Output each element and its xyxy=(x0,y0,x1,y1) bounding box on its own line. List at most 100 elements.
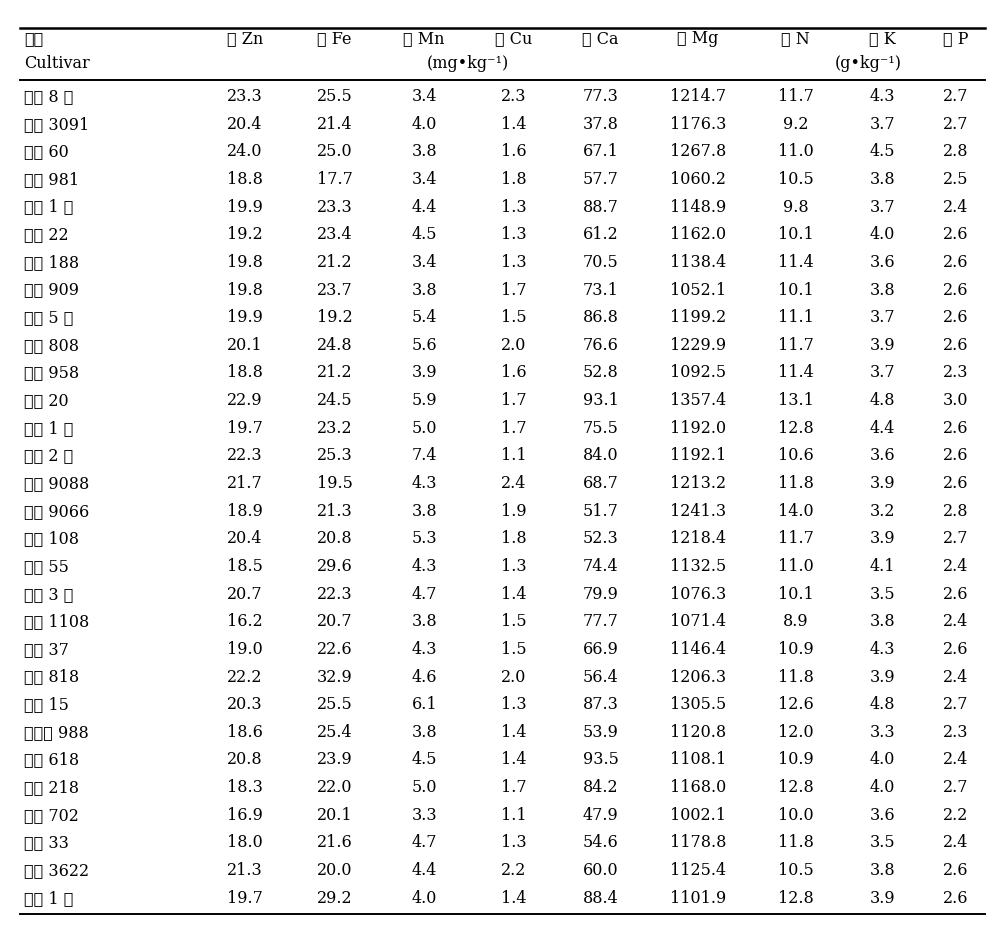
Text: 73.1: 73.1 xyxy=(583,281,619,299)
Text: 3.8: 3.8 xyxy=(411,723,437,741)
Text: 3.7: 3.7 xyxy=(870,198,895,216)
Text: 费玉 3 号: 费玉 3 号 xyxy=(24,586,73,602)
Text: 1.3: 1.3 xyxy=(501,558,527,575)
Text: 5.0: 5.0 xyxy=(411,779,437,796)
Text: 3.9: 3.9 xyxy=(870,475,895,492)
Text: 1.7: 1.7 xyxy=(501,392,527,409)
Text: 21.2: 21.2 xyxy=(317,364,353,382)
Text: 3.8: 3.8 xyxy=(411,281,437,299)
Text: 4.6: 4.6 xyxy=(411,668,437,685)
Text: 20.1: 20.1 xyxy=(317,807,353,824)
Text: 铜 Cu: 铜 Cu xyxy=(495,30,532,47)
Text: 19.2: 19.2 xyxy=(227,226,263,243)
Text: 1206.3: 1206.3 xyxy=(670,668,726,685)
Text: 1125.4: 1125.4 xyxy=(670,862,726,879)
Text: 4.8: 4.8 xyxy=(870,392,895,409)
Text: 24.8: 24.8 xyxy=(317,337,353,354)
Text: 氮 N: 氮 N xyxy=(781,30,810,47)
Text: 23.9: 23.9 xyxy=(317,751,353,768)
Text: 3.9: 3.9 xyxy=(870,890,895,907)
Text: 镁 Mg: 镁 Mg xyxy=(677,30,719,47)
Text: 57.7: 57.7 xyxy=(583,171,619,188)
Text: 18.6: 18.6 xyxy=(227,723,263,741)
Text: 1.8: 1.8 xyxy=(501,531,527,547)
Text: 23.7: 23.7 xyxy=(317,281,353,299)
Text: 1120.8: 1120.8 xyxy=(670,723,726,741)
Text: 32.9: 32.9 xyxy=(317,668,353,685)
Text: 4.3: 4.3 xyxy=(411,558,437,575)
Text: 1.8: 1.8 xyxy=(501,171,527,188)
Text: 3.7: 3.7 xyxy=(870,309,895,326)
Text: 3.6: 3.6 xyxy=(870,254,895,271)
Text: 2.6: 2.6 xyxy=(943,641,968,658)
Text: 1168.0: 1168.0 xyxy=(670,779,726,796)
Text: 4.5: 4.5 xyxy=(870,143,895,160)
Text: 22.3: 22.3 xyxy=(227,448,263,465)
Text: 2.4: 2.4 xyxy=(943,614,968,630)
Text: 郑单 958: 郑单 958 xyxy=(24,364,79,382)
Text: 20.4: 20.4 xyxy=(227,115,263,133)
Text: 13.1: 13.1 xyxy=(778,392,814,409)
Text: 3.8: 3.8 xyxy=(411,614,437,630)
Text: 2.4: 2.4 xyxy=(501,475,526,492)
Text: 2.4: 2.4 xyxy=(943,558,968,575)
Text: 84.2: 84.2 xyxy=(583,779,618,796)
Text: 青农 8 号: 青农 8 号 xyxy=(24,88,73,105)
Text: 1.3: 1.3 xyxy=(501,696,527,713)
Text: 24.5: 24.5 xyxy=(317,392,353,409)
Text: 77.7: 77.7 xyxy=(583,614,619,630)
Text: 鲁单 9088: 鲁单 9088 xyxy=(24,475,89,492)
Text: 屯玉 808: 屯玉 808 xyxy=(24,337,79,354)
Text: 37.8: 37.8 xyxy=(583,115,619,133)
Text: 1.5: 1.5 xyxy=(501,309,527,326)
Text: 22.0: 22.0 xyxy=(317,779,352,796)
Text: 1229.9: 1229.9 xyxy=(670,337,726,354)
Text: 12.8: 12.8 xyxy=(778,779,814,796)
Text: 17.7: 17.7 xyxy=(317,171,353,188)
Text: 24.0: 24.0 xyxy=(227,143,263,160)
Text: 1.3: 1.3 xyxy=(501,198,527,216)
Text: 77.3: 77.3 xyxy=(583,88,619,105)
Text: 钙 Ca: 钙 Ca xyxy=(582,30,619,47)
Text: 4.0: 4.0 xyxy=(870,751,895,768)
Text: 3.8: 3.8 xyxy=(870,862,895,879)
Text: 2.7: 2.7 xyxy=(943,531,968,547)
Text: 1108.1: 1108.1 xyxy=(670,751,726,768)
Text: 22.9: 22.9 xyxy=(227,392,263,409)
Text: 53.9: 53.9 xyxy=(583,723,619,741)
Text: 1052.1: 1052.1 xyxy=(670,281,726,299)
Text: 2.7: 2.7 xyxy=(943,696,968,713)
Text: 18.3: 18.3 xyxy=(227,779,263,796)
Text: 20.7: 20.7 xyxy=(227,586,263,602)
Text: 1132.5: 1132.5 xyxy=(670,558,726,575)
Text: 2.6: 2.6 xyxy=(943,226,968,243)
Text: 18.8: 18.8 xyxy=(227,171,263,188)
Text: 1.1: 1.1 xyxy=(501,448,527,465)
Text: 19.8: 19.8 xyxy=(227,254,263,271)
Text: 聊玉 22: 聊玉 22 xyxy=(24,226,69,243)
Text: 66.9: 66.9 xyxy=(583,641,619,658)
Text: 88.4: 88.4 xyxy=(583,890,618,907)
Text: 2.2: 2.2 xyxy=(943,807,968,824)
Text: 2.6: 2.6 xyxy=(943,448,968,465)
Text: 4.3: 4.3 xyxy=(870,88,895,105)
Text: 18.8: 18.8 xyxy=(227,364,263,382)
Text: 20.3: 20.3 xyxy=(227,696,263,713)
Text: 20.7: 20.7 xyxy=(317,614,353,630)
Text: 12.6: 12.6 xyxy=(778,696,814,713)
Text: 74.4: 74.4 xyxy=(583,558,618,575)
Text: 品种: 品种 xyxy=(24,30,43,47)
Text: 4.3: 4.3 xyxy=(870,641,895,658)
Text: 19.9: 19.9 xyxy=(227,198,263,216)
Text: 天泰 33: 天泰 33 xyxy=(24,834,69,852)
Text: 47.9: 47.9 xyxy=(583,807,618,824)
Text: 19.7: 19.7 xyxy=(227,890,263,907)
Text: 3.9: 3.9 xyxy=(870,531,895,547)
Text: 2.0: 2.0 xyxy=(501,668,526,685)
Text: 2.4: 2.4 xyxy=(943,751,968,768)
Text: 1.4: 1.4 xyxy=(501,723,527,741)
Text: 2.4: 2.4 xyxy=(943,834,968,852)
Text: 3.7: 3.7 xyxy=(870,364,895,382)
Text: 22.2: 22.2 xyxy=(227,668,263,685)
Text: 2.6: 2.6 xyxy=(943,420,968,437)
